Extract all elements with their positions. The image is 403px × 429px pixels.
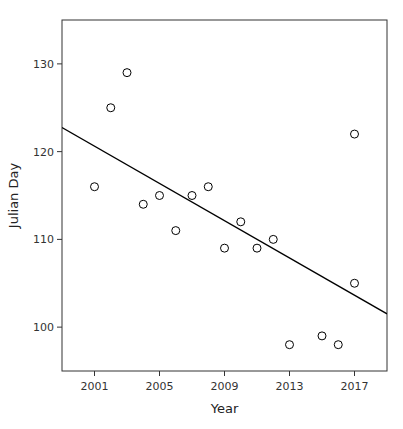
point (253, 244, 261, 252)
y-tick (57, 327, 62, 328)
point (123, 69, 131, 77)
x-tick (94, 371, 95, 376)
x-tick (159, 371, 160, 376)
point (188, 192, 196, 200)
y-tick (57, 239, 62, 240)
y-tick (57, 63, 62, 64)
point (318, 332, 326, 340)
point (204, 183, 212, 191)
point (156, 192, 164, 200)
x-tick (224, 371, 225, 376)
point (351, 130, 359, 138)
point (91, 183, 99, 191)
x-tick (289, 371, 290, 376)
point (334, 341, 342, 349)
regression-line (62, 128, 387, 314)
y-tick (57, 151, 62, 152)
x-tick-label: 2005 (146, 380, 174, 393)
point (107, 104, 115, 112)
x-tick-label: 2009 (211, 380, 239, 393)
point (237, 218, 245, 226)
x-tick-label: 2017 (341, 380, 369, 393)
plot-frame (62, 20, 387, 371)
point (139, 200, 147, 208)
x-axis-label: Year (210, 401, 239, 416)
y-tick-label: 120 (33, 146, 54, 159)
point (351, 279, 359, 287)
x-tick (354, 371, 355, 376)
x-tick-label: 2001 (81, 380, 109, 393)
y-axis-label: Julian Day (6, 163, 21, 230)
point (269, 235, 277, 243)
data (62, 69, 387, 349)
point (286, 341, 294, 349)
chart: 2001 2005 2009 2013 2017 100 110 120 130 Year Juli… (0, 0, 403, 429)
point (172, 227, 180, 235)
axes: 2001 2005 2009 2013 2017 100 110 120 130 (33, 58, 369, 393)
x-tick-label: 2013 (276, 380, 304, 393)
y-tick-label: 130 (33, 58, 54, 71)
point (221, 244, 229, 252)
y-tick-label: 100 (33, 321, 54, 334)
y-tick-label: 110 (33, 233, 54, 246)
